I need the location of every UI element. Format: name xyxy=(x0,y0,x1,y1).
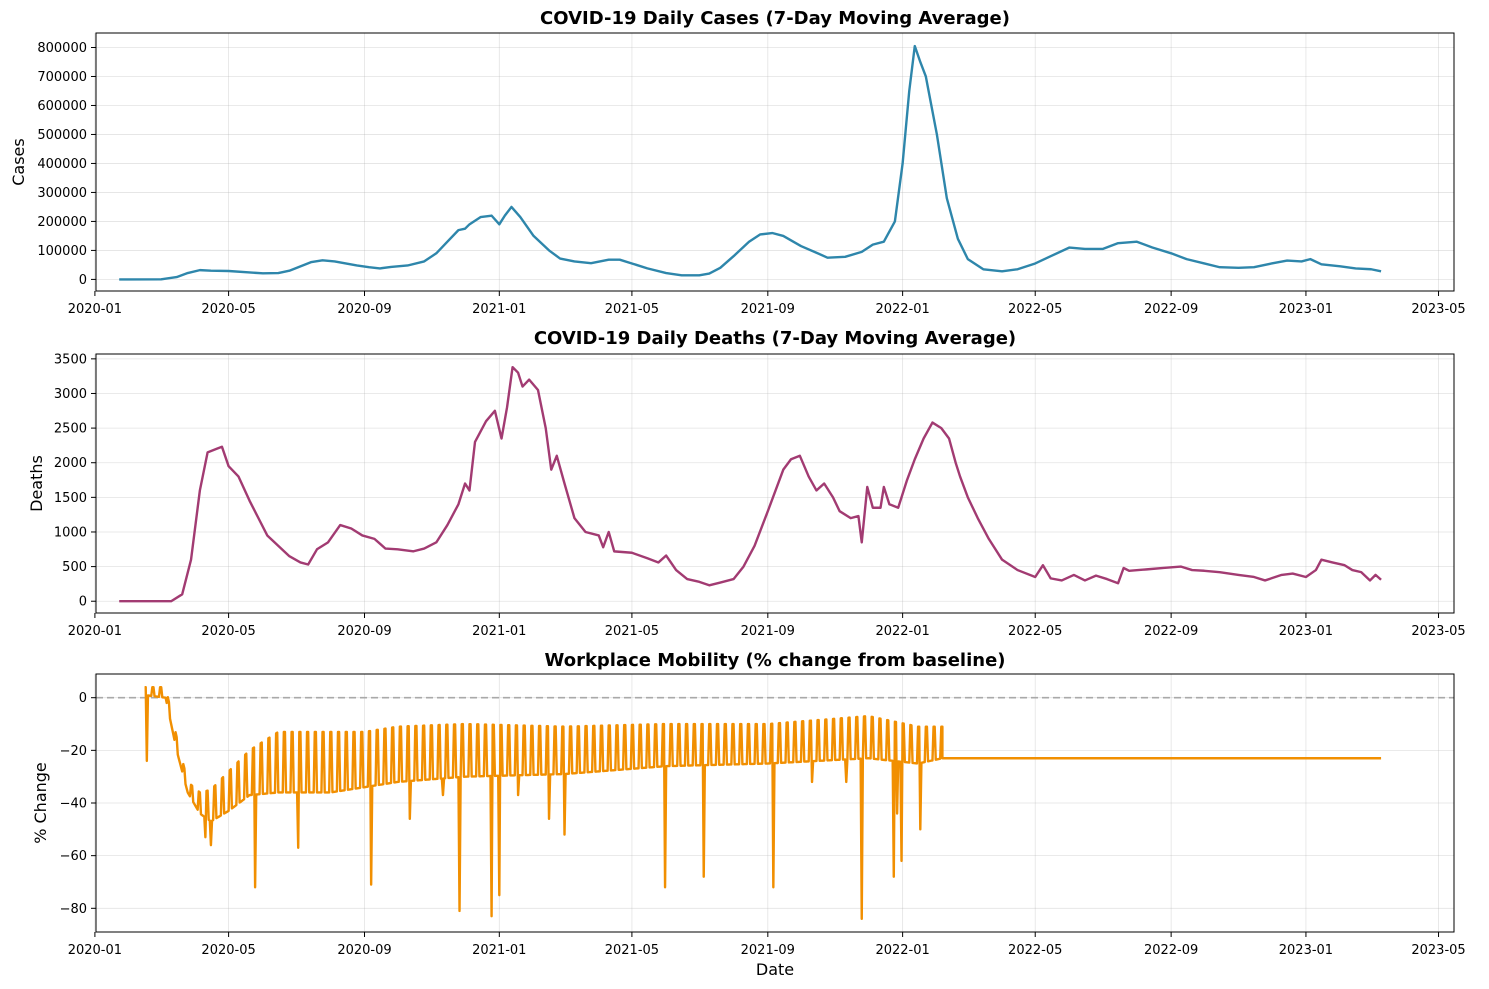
y-tick-label: 1000 xyxy=(54,525,87,540)
y-tick-label: 0 xyxy=(79,273,87,288)
y-tick-label: 800000 xyxy=(37,41,87,56)
x-tick-label: 2022-09 xyxy=(1144,624,1198,639)
x-tick-label: 2020-05 xyxy=(201,302,255,317)
x-tick-label: 2022-01 xyxy=(875,943,929,958)
x-tick-label: 2023-01 xyxy=(1279,624,1333,639)
y-tick-label: −60 xyxy=(60,849,87,864)
x-tick-label: 2020-09 xyxy=(337,302,391,317)
y-tick-label: 0 xyxy=(79,691,87,706)
y-tick-label: 700000 xyxy=(37,70,87,85)
y-axis-label: Cases xyxy=(9,138,28,186)
y-tick-label: 300000 xyxy=(37,186,87,201)
x-tick-label: 2021-09 xyxy=(741,624,795,639)
series-line xyxy=(119,44,1382,281)
chart-panel-2: COVID-19 Daily Deaths (7-Day Moving Aver… xyxy=(27,328,1466,639)
x-tick-label: 2023-01 xyxy=(1279,943,1333,958)
y-tick-label: 500000 xyxy=(37,128,87,143)
x-tick-label: 2021-05 xyxy=(605,302,659,317)
y-tick-label: 1500 xyxy=(54,491,87,506)
x-axis-label: Date xyxy=(756,960,794,979)
y-tick-label: −80 xyxy=(60,902,87,917)
y-tick-label: 2000 xyxy=(54,456,87,471)
y-tick-label: 500 xyxy=(62,560,87,575)
x-tick-label: 2020-05 xyxy=(201,624,255,639)
plot-frame xyxy=(95,353,1455,614)
y-tick-label: 0 xyxy=(79,595,87,610)
y-axis-label: Deaths xyxy=(27,455,46,512)
x-tick-label: 2020-01 xyxy=(68,943,122,958)
x-tick-label: 2022-05 xyxy=(1008,624,1062,639)
chart-title: COVID-19 Daily Cases (7-Day Moving Avera… xyxy=(540,8,1010,29)
x-tick-label: 2022-05 xyxy=(1008,943,1062,958)
x-tick-label: 2022-01 xyxy=(875,302,929,317)
x-tick-label: 2023-01 xyxy=(1279,302,1333,317)
x-tick-label: 2020-09 xyxy=(337,943,391,958)
x-tick-label: 2022-05 xyxy=(1008,302,1062,317)
y-tick-label: 2500 xyxy=(54,422,87,437)
x-tick-label: 2021-05 xyxy=(605,943,659,958)
x-tick-label: 2021-05 xyxy=(605,624,659,639)
chart-title: COVID-19 Daily Deaths (7-Day Moving Aver… xyxy=(534,328,1016,349)
x-tick-label: 2020-09 xyxy=(337,624,391,639)
x-tick-label: 2021-01 xyxy=(472,943,526,958)
series-line xyxy=(119,365,1382,603)
y-tick-label: −20 xyxy=(60,744,87,759)
y-tick-label: 400000 xyxy=(37,157,87,172)
x-tick-label: 2021-09 xyxy=(741,302,795,317)
x-tick-label: 2023-05 xyxy=(1411,302,1465,317)
chart-panel-3: Workplace Mobility (% change from baseli… xyxy=(31,650,1466,979)
plot-frame xyxy=(95,32,1455,292)
y-tick-label: 200000 xyxy=(37,215,87,230)
x-tick-label: 2023-05 xyxy=(1411,943,1465,958)
x-tick-label: 2021-01 xyxy=(472,624,526,639)
x-tick-label: 2020-01 xyxy=(68,624,122,639)
series-line xyxy=(144,685,1382,921)
plot-frame xyxy=(95,673,1455,933)
chart-title: Workplace Mobility (% change from baseli… xyxy=(544,650,1005,671)
x-tick-label: 2021-09 xyxy=(741,943,795,958)
x-tick-label: 2022-01 xyxy=(875,624,929,639)
y-tick-label: −40 xyxy=(60,797,87,812)
x-tick-label: 2023-05 xyxy=(1411,624,1465,639)
x-tick-label: 2022-09 xyxy=(1144,302,1198,317)
y-tick-label: 100000 xyxy=(37,244,87,259)
x-tick-label: 2022-09 xyxy=(1144,943,1198,958)
y-axis-label: % Change xyxy=(31,762,50,844)
y-tick-label: 3500 xyxy=(54,352,87,367)
y-tick-label: 600000 xyxy=(37,99,87,114)
x-tick-label: 2020-01 xyxy=(68,302,122,317)
x-tick-label: 2020-05 xyxy=(201,943,255,958)
y-tick-label: 3000 xyxy=(54,387,87,402)
x-tick-label: 2021-01 xyxy=(472,302,526,317)
chart-panel-1: COVID-19 Daily Cases (7-Day Moving Avera… xyxy=(9,8,1466,317)
